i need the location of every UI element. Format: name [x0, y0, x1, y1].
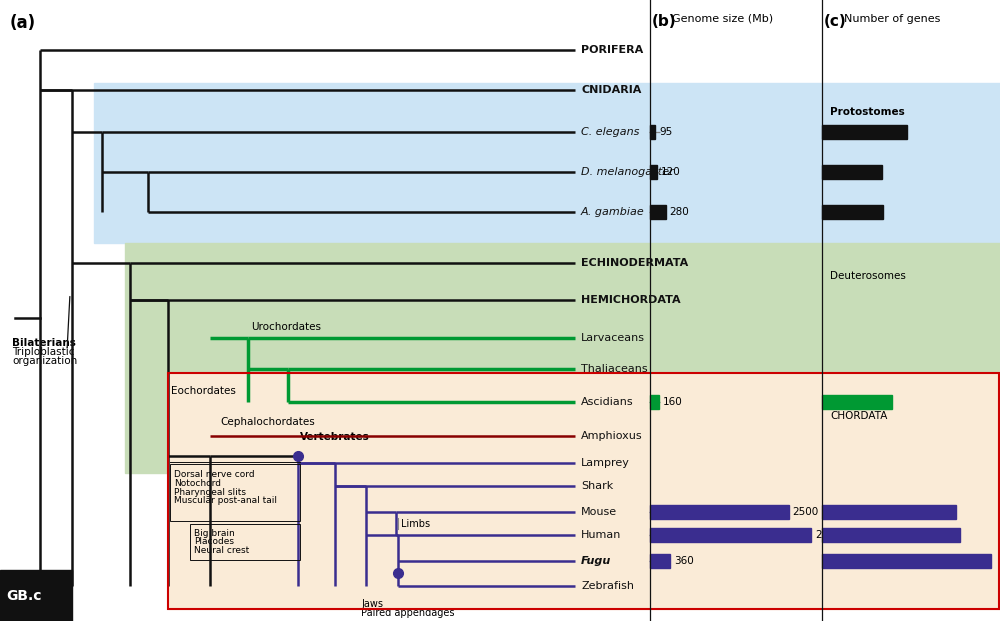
- Text: Cephalochordates: Cephalochordates: [220, 417, 315, 427]
- Text: D. melanogaster: D. melanogaster: [581, 167, 674, 177]
- Text: Larvaceans: Larvaceans: [581, 333, 645, 343]
- Text: CNIDARIA: CNIDARIA: [581, 85, 641, 95]
- Text: 160: 160: [663, 397, 683, 407]
- Bar: [170, 463, 300, 520]
- Bar: [168, 373, 999, 609]
- Bar: [650, 528, 811, 542]
- Text: Bilaterians: Bilaterians: [12, 338, 76, 348]
- Text: Neural crest: Neural crest: [194, 546, 249, 555]
- Text: Deuterosomes: Deuterosomes: [830, 271, 906, 281]
- Text: Lamprey: Lamprey: [581, 458, 630, 468]
- Bar: [822, 528, 960, 542]
- Text: Pharyngeal slits: Pharyngeal slits: [174, 488, 246, 497]
- Text: A. gambiae: A. gambiae: [581, 207, 645, 217]
- Bar: [94, 83, 1000, 243]
- Bar: [0, 570, 72, 621]
- Text: Thaliaceans: Thaliaceans: [581, 365, 648, 374]
- Text: Mouse: Mouse: [581, 507, 617, 517]
- Bar: [822, 205, 883, 219]
- Text: Big brain: Big brain: [194, 529, 235, 538]
- Text: 2900: 2900: [815, 530, 841, 540]
- Bar: [650, 395, 659, 409]
- Text: Muscular post-anal tail: Muscular post-anal tail: [174, 497, 277, 505]
- Text: 13,400: 13,400: [837, 167, 878, 177]
- Bar: [125, 243, 1000, 473]
- Text: 38,000: 38,000: [947, 556, 987, 566]
- Text: 95: 95: [659, 127, 673, 137]
- Bar: [650, 125, 655, 139]
- Text: Limbs: Limbs: [401, 519, 430, 528]
- Text: Genome size (Mb): Genome size (Mb): [672, 14, 773, 24]
- Text: Fugu: Fugu: [581, 556, 611, 566]
- Text: 15,800: 15,800: [848, 397, 888, 407]
- Text: Amphioxus: Amphioxus: [581, 431, 643, 441]
- Text: 13,600: 13,600: [838, 207, 879, 217]
- Bar: [650, 505, 789, 519]
- Text: Eochordates: Eochordates: [171, 386, 236, 396]
- Bar: [650, 205, 666, 219]
- Text: 2500: 2500: [793, 507, 819, 517]
- Text: 31,000: 31,000: [916, 530, 956, 540]
- Text: Notochord: Notochord: [174, 479, 221, 488]
- Bar: [822, 395, 892, 409]
- Bar: [822, 165, 882, 179]
- Text: Dorsal nerve cord: Dorsal nerve cord: [174, 471, 255, 479]
- Bar: [822, 125, 907, 139]
- Text: Paired appendages: Paired appendages: [361, 608, 454, 618]
- Text: 360: 360: [674, 556, 694, 566]
- Bar: [650, 554, 670, 568]
- Text: C. elegans: C. elegans: [581, 127, 639, 137]
- Bar: [822, 554, 991, 568]
- Text: Urochordates: Urochordates: [251, 322, 321, 332]
- Text: Jaws: Jaws: [361, 599, 383, 609]
- Bar: [822, 505, 956, 519]
- Bar: [650, 165, 657, 179]
- Text: HEMICHORDATA: HEMICHORDATA: [581, 295, 681, 305]
- Text: 19,100: 19,100: [863, 127, 903, 137]
- Text: Placodes: Placodes: [194, 538, 234, 546]
- Text: (c): (c): [824, 14, 847, 29]
- Text: organization: organization: [12, 356, 77, 366]
- Text: Shark: Shark: [581, 481, 613, 491]
- Text: Number of genes: Number of genes: [844, 14, 940, 24]
- Text: 120: 120: [661, 167, 680, 177]
- Text: Protostomes: Protostomes: [830, 107, 905, 117]
- Bar: [168, 373, 1000, 609]
- Bar: [190, 524, 300, 560]
- Text: ECHINODERMATA: ECHINODERMATA: [581, 258, 688, 268]
- Text: Triploblastic: Triploblastic: [12, 347, 74, 357]
- Text: CHORDATA: CHORDATA: [830, 411, 887, 421]
- Text: GB.c: GB.c: [6, 589, 42, 602]
- Text: 30,000: 30,000: [911, 507, 952, 517]
- Text: Zebrafish: Zebrafish: [581, 581, 634, 591]
- Text: Vertebrates: Vertebrates: [300, 432, 370, 442]
- Text: PORIFERA: PORIFERA: [581, 45, 643, 55]
- Text: (b): (b): [652, 14, 677, 29]
- Text: (a): (a): [10, 14, 36, 32]
- Text: 280: 280: [670, 207, 689, 217]
- Text: Human: Human: [581, 530, 621, 540]
- Text: Ascidians: Ascidians: [581, 397, 634, 407]
